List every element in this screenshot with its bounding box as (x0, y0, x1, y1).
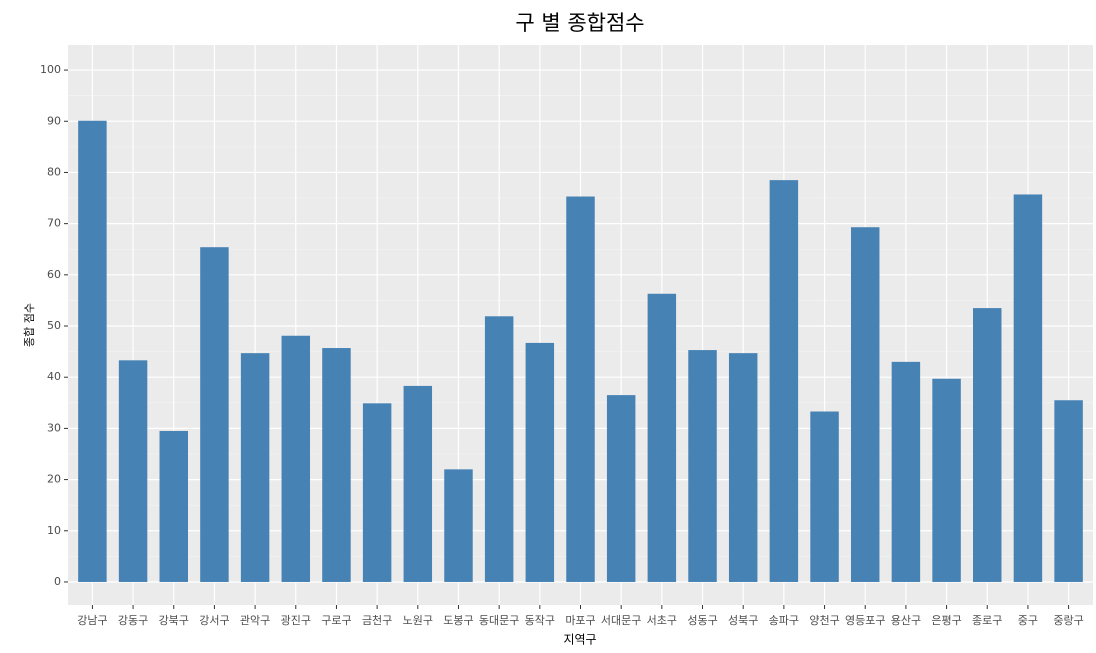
x-tick-label: 금천구 (362, 613, 392, 627)
x-tick-label: 중랑구 (1053, 614, 1083, 627)
y-axis-title: 종합 점수 (23, 303, 36, 347)
bar (78, 120, 107, 582)
y-tick-label: 60 (47, 268, 61, 281)
y-tick-label: 30 (47, 421, 61, 434)
y-tick-label: 80 (47, 165, 61, 178)
x-tick-label: 중구 (1018, 614, 1038, 627)
x-tick-label: 영등포구 (845, 614, 885, 627)
bar (200, 247, 229, 582)
bar (322, 348, 351, 582)
x-tick-label: 양천구 (809, 613, 839, 627)
bar (118, 360, 148, 582)
x-axis-title: 지역구 (563, 633, 596, 647)
x-tick-label: 동작구 (525, 614, 555, 627)
bar (606, 395, 636, 582)
x-tick-label: 용산구 (891, 614, 921, 627)
bar (973, 308, 1002, 582)
bar (159, 430, 188, 582)
x-tick-label: 성북구 (728, 614, 758, 627)
bar (1013, 194, 1043, 582)
chart-title: 구 별 종합점수 (515, 11, 644, 35)
bar (932, 378, 961, 582)
bar (688, 350, 717, 582)
bar (850, 227, 880, 582)
bar (769, 180, 799, 582)
bar (728, 353, 758, 582)
x-tick-label: 성동구 (687, 614, 717, 627)
bar (1054, 400, 1083, 582)
x-tick-label: 서초구 (647, 614, 677, 627)
x-tick-label: 종로구 (972, 614, 1002, 627)
x-tick-label: 강남구 (77, 614, 107, 627)
bar (525, 342, 555, 582)
y-tick-label: 0 (54, 575, 61, 588)
x-tick-label: 송파구 (769, 614, 799, 627)
y-tick-label: 90 (47, 114, 61, 127)
bar (362, 403, 392, 582)
y-tick-label: 20 (47, 473, 61, 486)
y-tick-label: 100 (40, 63, 61, 76)
bar (240, 353, 270, 582)
x-tick-label: 노원구 (403, 614, 433, 627)
x-tick-label: 강서구 (199, 614, 229, 627)
x-tick-label: 구로구 (321, 614, 351, 627)
y-tick-label: 50 (47, 319, 61, 332)
x-tick-label: 관악구 (240, 614, 270, 627)
bar (810, 411, 839, 582)
bar (403, 385, 433, 582)
y-tick-label: 40 (47, 370, 61, 383)
bar (444, 469, 473, 582)
x-tick-label: 광진구 (281, 614, 311, 627)
x-tick-label: 마포구 (565, 614, 595, 627)
bar (566, 196, 595, 582)
y-tick-label: 70 (47, 217, 61, 230)
x-tick-label: 강북구 (159, 614, 189, 627)
x-tick-label: 서대문구 (601, 614, 641, 627)
x-tick-label: 도봉구 (443, 614, 473, 627)
bar (281, 335, 311, 582)
x-tick-label: 강동구 (118, 614, 148, 627)
bar (484, 316, 514, 582)
bar (647, 293, 677, 582)
x-tick-label: 동대문구 (479, 614, 519, 627)
y-tick-label: 10 (47, 524, 61, 537)
x-tick-label: 은평구 (931, 614, 961, 627)
bar (891, 361, 921, 582)
